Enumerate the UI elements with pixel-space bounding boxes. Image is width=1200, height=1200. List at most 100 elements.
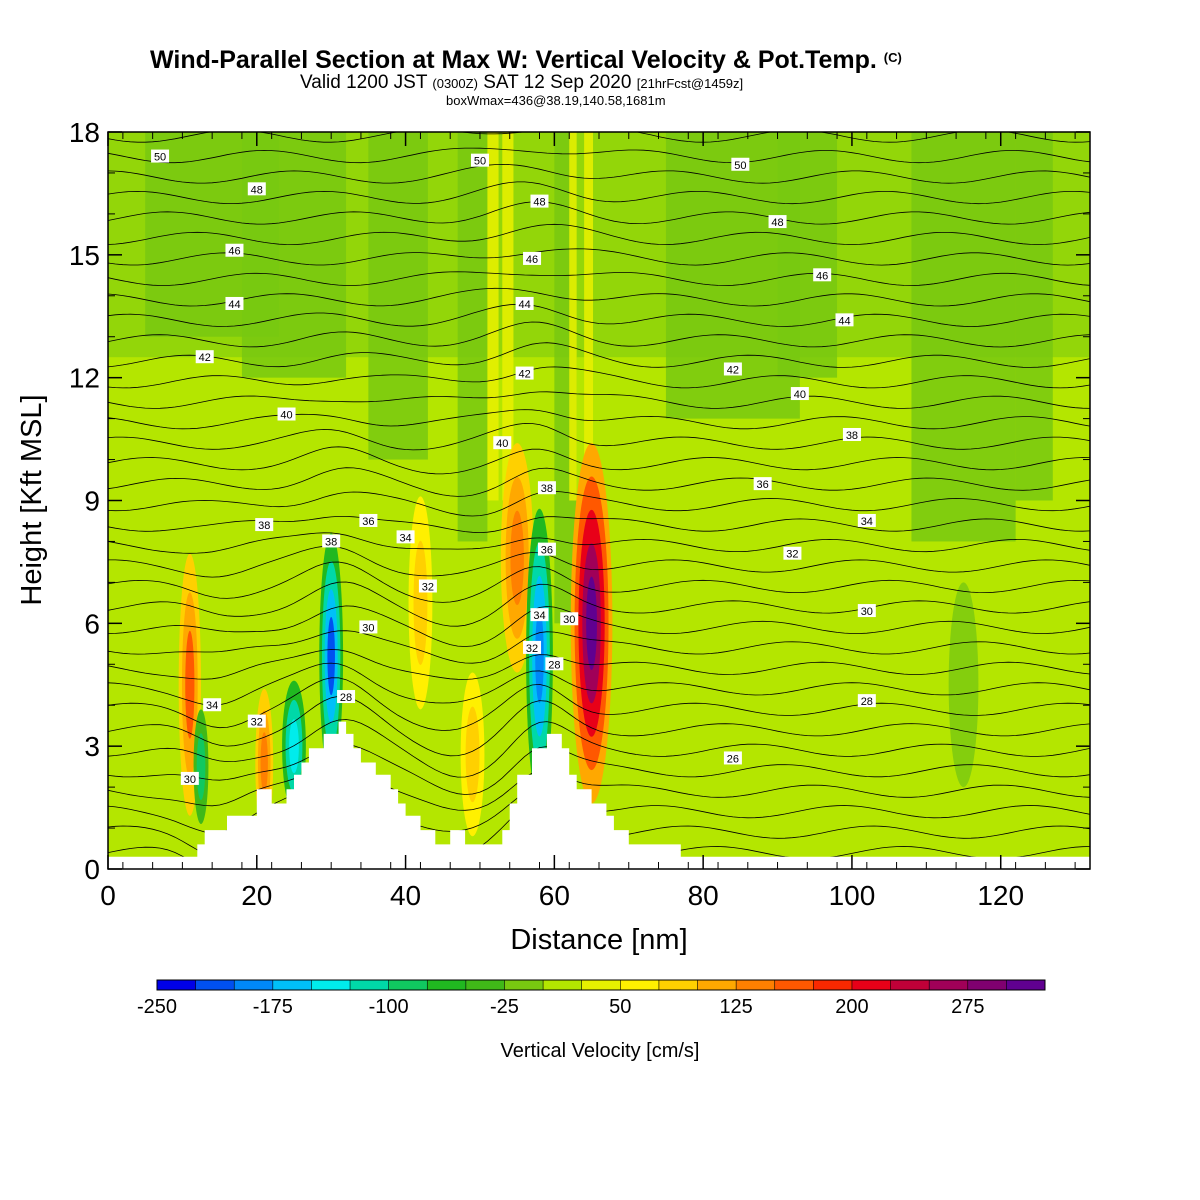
subtitle-date: SAT 12 Sep 2020 — [483, 72, 632, 93]
colorbar-swatch — [620, 980, 660, 990]
theta-label: 38 — [322, 534, 341, 548]
theta-contour — [108, 163, 1090, 184]
theta-label: 26 — [723, 751, 742, 765]
theta-label: 32 — [418, 579, 437, 593]
chart-subtitle-2: boxWmax=436@38.19,140.58,1681m — [446, 93, 666, 108]
theta-contour — [108, 764, 1090, 811]
theta-contour — [108, 446, 1090, 475]
theta-contour — [108, 271, 1090, 286]
theta-label: 46 — [813, 268, 832, 282]
colorbar-swatch — [658, 980, 699, 990]
svg-text:46: 46 — [526, 254, 538, 266]
theta-label: 50 — [731, 157, 750, 172]
y-tick-label: 0 — [84, 854, 100, 885]
theta-label: 28 — [545, 657, 564, 671]
subtitle-valid: Valid 1200 JST — [300, 72, 428, 93]
theta-contour — [108, 409, 1090, 430]
x-tick-label: 40 — [390, 880, 421, 911]
colorbar-tick-label: 125 — [719, 996, 752, 1018]
theta-label: 36 — [537, 542, 556, 557]
theta-label: 44 — [225, 296, 244, 311]
theta-label: 38 — [842, 427, 861, 442]
downdraft-core — [319, 533, 344, 779]
colorbar-swatch — [813, 980, 853, 990]
y-axis-label: Height [Kft MSL] — [16, 394, 48, 605]
svg-text:40: 40 — [794, 389, 806, 401]
theta-contour — [108, 366, 1090, 389]
colorbar-swatch — [504, 980, 544, 990]
colorbar-frame — [156, 979, 1046, 991]
theta-label: 42 — [515, 366, 534, 381]
svg-text:46: 46 — [228, 246, 240, 258]
theta-contour — [108, 677, 1090, 731]
updraft-core — [500, 443, 534, 673]
colorbar-tick-label: -175 — [253, 996, 293, 1018]
theta-label: 40 — [790, 387, 809, 401]
theta-label: 32 — [523, 640, 542, 655]
theta-label: 38 — [255, 518, 274, 532]
x-tick-label: 120 — [977, 880, 1024, 911]
svg-text:36: 36 — [757, 479, 769, 491]
updraft-band — [502, 132, 514, 501]
theta-contour — [108, 181, 1090, 205]
y-tick-label: 6 — [84, 608, 100, 639]
downdraft-core — [193, 709, 209, 824]
theta-label: 28 — [337, 690, 356, 704]
svg-text:34: 34 — [533, 610, 545, 622]
theta-label: 34 — [203, 698, 222, 712]
theta-label: 46 — [523, 251, 542, 266]
theta-contour — [108, 695, 1090, 757]
theta-contour — [108, 287, 1090, 307]
theta-contour — [108, 630, 1090, 664]
theta-label: 34 — [396, 530, 415, 544]
svg-text:34: 34 — [861, 516, 873, 528]
svg-text:34: 34 — [399, 532, 411, 544]
theta-label: 30 — [560, 612, 579, 626]
theta-label: 42 — [195, 350, 214, 364]
svg-text:50: 50 — [734, 160, 746, 172]
svg-text:30: 30 — [184, 774, 196, 786]
title-main-text: Wind-Parallel Section at Max W: Vertical… — [150, 46, 877, 74]
svg-text:32: 32 — [422, 581, 434, 593]
theta-label: 36 — [359, 513, 378, 528]
theta-label: 38 — [537, 481, 556, 495]
colorbar-swatch — [350, 980, 390, 990]
theta-label: 48 — [530, 194, 549, 209]
svg-text:26: 26 — [727, 753, 739, 765]
svg-text:28: 28 — [548, 659, 560, 671]
svg-text:42: 42 — [727, 364, 739, 376]
subtitle-zulu: (0300Z) — [432, 76, 478, 91]
theta-contour — [108, 561, 1090, 603]
chart-subtitle: Valid 1200 JST (0300Z) SAT 12 Sep 2020 [… — [300, 72, 743, 94]
svg-text:38: 38 — [541, 483, 553, 495]
x-tick-label: 20 — [241, 880, 272, 911]
theta-label: 42 — [723, 362, 742, 376]
svg-text:38: 38 — [325, 536, 337, 548]
colorbar-label: Vertical Velocity [cm/s] — [500, 1040, 700, 1062]
svg-text:30: 30 — [861, 606, 873, 618]
theta-label: 36 — [753, 477, 772, 491]
theta-contour — [108, 545, 1090, 578]
colorbar-tick-label: -25 — [490, 996, 519, 1018]
theta-label: 48 — [768, 215, 787, 229]
svg-text:38: 38 — [846, 430, 858, 442]
theta-label: 28 — [857, 694, 876, 708]
chart-title: Wind-Parallel Section at Max W: Vertical… — [150, 46, 902, 75]
y-tick-label: 18 — [69, 117, 100, 148]
svg-text:48: 48 — [251, 184, 263, 196]
theta-contour — [108, 321, 1090, 348]
theta-contour — [108, 649, 1090, 680]
svg-text:44: 44 — [228, 299, 240, 311]
theta-contour — [108, 662, 1090, 706]
svg-text:32: 32 — [526, 643, 538, 655]
theta-label: 40 — [277, 407, 296, 422]
svg-text:48: 48 — [771, 217, 783, 229]
theta-contour — [108, 303, 1090, 327]
colorbar-swatch — [774, 980, 814, 990]
colorbar-swatch — [465, 980, 505, 990]
theta-contour — [108, 719, 1090, 778]
theta-contour — [108, 223, 1090, 246]
theta-label: 30 — [359, 620, 378, 634]
svg-text:36: 36 — [362, 516, 374, 528]
